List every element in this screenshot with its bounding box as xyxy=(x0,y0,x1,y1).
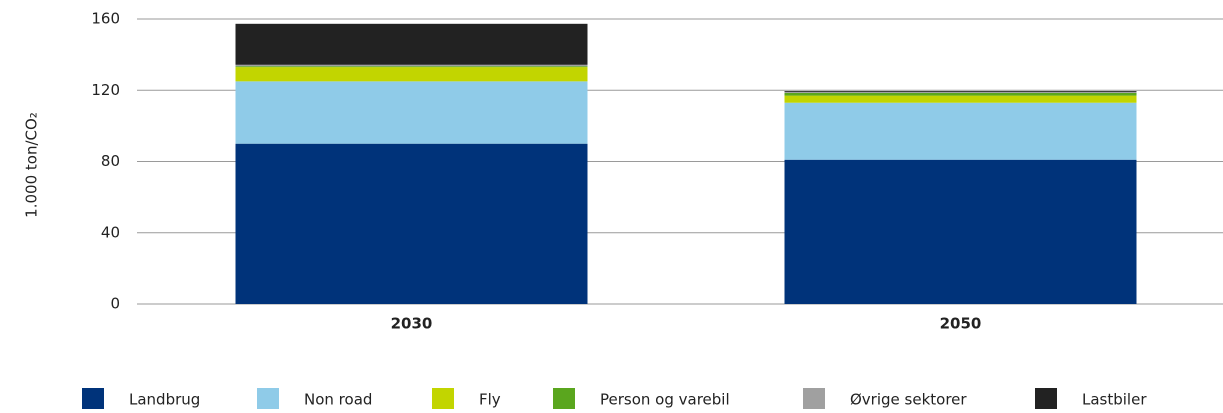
legend-swatch xyxy=(432,388,454,410)
x-tick-label: 2030 xyxy=(391,315,433,333)
legend-label: Non road xyxy=(304,391,372,409)
legend-label: Landbrug xyxy=(129,391,200,409)
legend-label: Lastbiler xyxy=(1082,391,1147,409)
legend-swatch xyxy=(553,388,575,410)
y-axis-label: 1.000 ton/CO₂ xyxy=(23,112,41,218)
bar-segment xyxy=(235,81,588,144)
bar-segment xyxy=(235,23,588,65)
x-tick-label: 2050 xyxy=(940,315,982,333)
bar-segment xyxy=(784,92,1137,93)
bar-segment xyxy=(784,159,1137,304)
legend-swatch xyxy=(82,388,104,410)
legend-label: Fly xyxy=(479,391,501,409)
legend-label: Person og varebil xyxy=(600,391,730,409)
legend-swatch xyxy=(257,388,279,410)
bar-segment xyxy=(235,64,588,67)
y-tick-label: 120 xyxy=(91,81,120,99)
bar-segment xyxy=(784,102,1137,160)
bar-segment xyxy=(235,66,588,68)
y-tick-label: 80 xyxy=(101,152,120,170)
legend-swatch xyxy=(803,388,825,410)
legend-swatch xyxy=(1035,388,1057,410)
y-tick-label: 40 xyxy=(101,223,120,241)
bar-segment xyxy=(235,143,588,304)
bar-segment xyxy=(784,91,1137,93)
legend-label: Øvrige sektorer xyxy=(850,391,967,409)
y-tick-label: 0 xyxy=(110,295,120,313)
bar-segment xyxy=(784,95,1137,103)
bar-segment xyxy=(235,67,588,82)
y-tick-label: 160 xyxy=(91,10,120,28)
bar-segment xyxy=(784,92,1137,96)
